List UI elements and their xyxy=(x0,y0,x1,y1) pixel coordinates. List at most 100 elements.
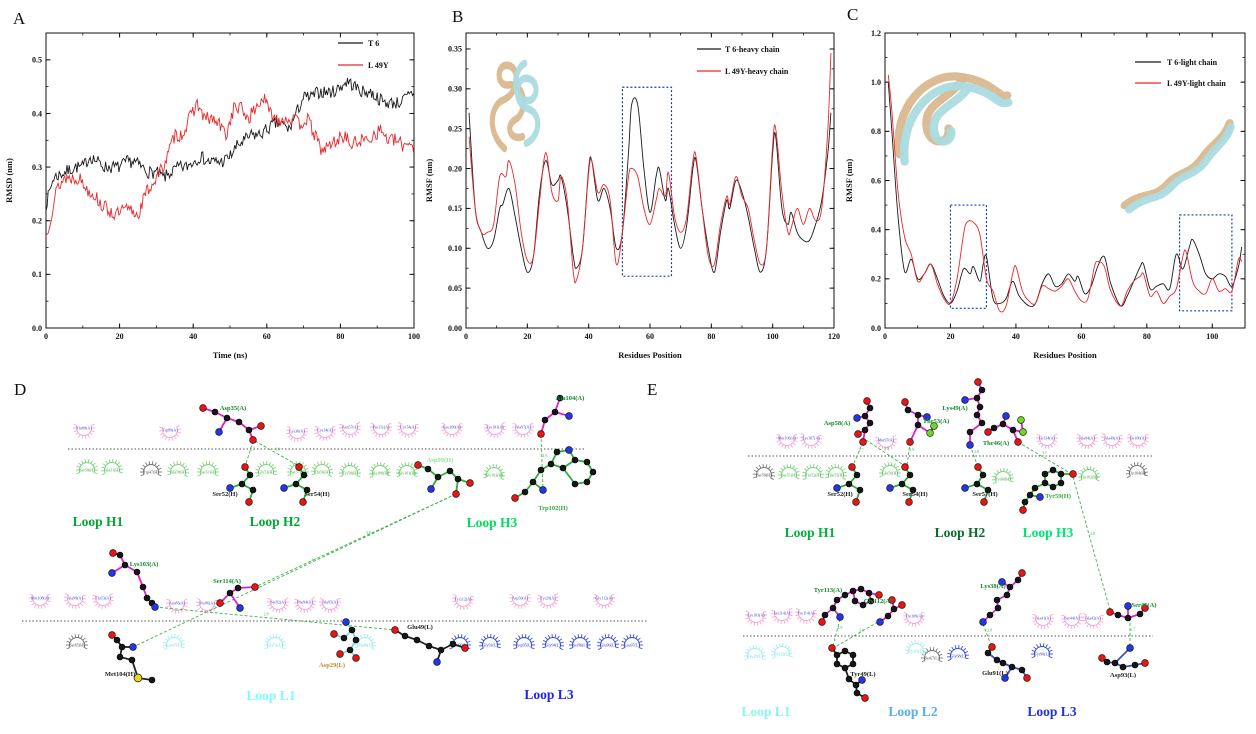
panel-letter-e: E xyxy=(647,380,658,399)
svg-text:0.5: 0.5 xyxy=(32,56,42,65)
svg-text:Ser44(A): Ser44(A) xyxy=(1065,616,1081,621)
svg-text:RMSF (nm): RMSF (nm) xyxy=(844,159,854,203)
svg-text:Time (ns): Time (ns) xyxy=(213,350,248,360)
svg-text:80: 80 xyxy=(707,332,715,341)
svg-text:0.10: 0.10 xyxy=(448,244,462,253)
svg-text:Met108(A): Met108(A) xyxy=(31,596,50,601)
svg-text:Pro86(A): Pro86(A) xyxy=(199,601,215,606)
svg-text:0.35: 0.35 xyxy=(448,45,462,54)
svg-text:3.0: 3.0 xyxy=(275,446,280,451)
svg-text:Ala100(H): Ala100(H) xyxy=(371,471,389,476)
svg-text:80: 80 xyxy=(336,332,344,341)
svg-text:Loop L1: Loop L1 xyxy=(246,688,295,703)
svg-text:Thr104(H): Thr104(H) xyxy=(1128,471,1146,476)
svg-text:0.8: 0.8 xyxy=(871,127,881,136)
svg-text:0.05: 0.05 xyxy=(448,284,462,293)
svg-text:2.8: 2.8 xyxy=(987,627,992,632)
svg-text:40: 40 xyxy=(189,332,197,341)
svg-text:100: 100 xyxy=(408,332,420,341)
svg-text:Gly102(H): Gly102(H) xyxy=(485,473,503,478)
svg-text:3.1: 3.1 xyxy=(311,557,316,562)
svg-text:Leu47(L): Leu47(L) xyxy=(166,643,182,648)
svg-text:Tyr91(L): Tyr91(L) xyxy=(909,649,924,654)
svg-text:2.9: 2.9 xyxy=(542,453,547,458)
svg-text:Asp99(H): Asp99(H) xyxy=(427,457,454,464)
panel-letter-b: B xyxy=(452,7,464,26)
svg-text:Thr88(A): Thr88(A) xyxy=(76,426,92,431)
svg-text:60: 60 xyxy=(263,332,271,341)
svg-text:2.8: 2.8 xyxy=(974,449,979,454)
svg-text:Met106(A): Met106(A) xyxy=(778,436,797,441)
svg-text:40: 40 xyxy=(585,332,593,341)
svg-text:Ser45(A): Ser45(A) xyxy=(1132,602,1157,609)
svg-text:Ala41(A): Ala41(A) xyxy=(1035,616,1051,621)
svg-text:Loop H3: Loop H3 xyxy=(467,515,518,530)
svg-text:0.2: 0.2 xyxy=(32,217,42,226)
svg-text:Tyr59(H): Tyr59(H) xyxy=(1045,493,1071,500)
svg-text:Lys38(A): Lys38(A) xyxy=(980,583,1005,590)
svg-text:Loop L3: Loop L3 xyxy=(1027,704,1076,719)
svg-text:Ala104(A): Ala104(A) xyxy=(556,395,585,402)
svg-text:RMSD (nm): RMSD (nm) xyxy=(4,158,14,203)
svg-text:Thr109(A): Thr109(A) xyxy=(905,614,923,619)
svg-text:Ser54(H): Ser54(H) xyxy=(902,491,927,498)
svg-text:2.8: 2.8 xyxy=(366,530,371,535)
svg-text:Cys34(A): Cys34(A) xyxy=(317,428,333,433)
svg-text:Ala42(A): Ala42(A) xyxy=(1085,616,1101,621)
rmsf-light-chain-chart: 0 20 40 60 80 100 0.0 0.2 0.4 0.6 0.8 1.0 1.2 Residue… xyxy=(844,29,1246,360)
svg-text:0.4: 0.4 xyxy=(32,109,42,118)
svg-text:2.8: 2.8 xyxy=(264,611,269,616)
svg-text:0.25: 0.25 xyxy=(448,124,462,133)
svg-text:Trp102(H): Trp102(H) xyxy=(538,505,568,512)
svg-text:Asp35(A): Asp35(A) xyxy=(220,405,246,412)
svg-text:Ala99(A): Ala99(A) xyxy=(67,596,83,601)
svg-text:Loop H2: Loop H2 xyxy=(935,525,986,540)
svg-text:L 49Y-heavy chain: L 49Y-heavy chain xyxy=(725,67,789,76)
svg-text:Phe94(A): Phe94(A) xyxy=(297,600,313,605)
svg-text:2.9: 2.9 xyxy=(837,625,842,630)
svg-text:Gly112(A): Gly112(A) xyxy=(595,596,613,601)
svg-text:60: 60 xyxy=(1077,332,1085,341)
svg-text:Ile134(A): Ile134(A) xyxy=(1039,436,1055,441)
svg-text:Tyr29(A): Tyr29(A) xyxy=(540,596,556,601)
svg-text:Thr52(H): Thr52(H) xyxy=(805,473,821,478)
svg-text:Ala51(H): Ala51(H) xyxy=(104,468,120,473)
svg-text:Lys103(A): Lys103(A) xyxy=(130,561,159,568)
svg-text:Ala58(H): Ala58(H) xyxy=(170,470,186,475)
svg-text:T 6-heavy chain: T 6-heavy chain xyxy=(725,45,780,54)
svg-text:Ser50(H): Ser50(H) xyxy=(757,473,773,478)
svg-text:Leu97(L): Leu97(L) xyxy=(624,643,640,648)
svg-text:Asn57(A): Asn57(A) xyxy=(342,425,359,430)
svg-text:Tyr90(L): Tyr90(L) xyxy=(1035,652,1050,657)
svg-text:2.9: 2.9 xyxy=(909,447,914,452)
svg-text:T 6-light chain: T 6-light chain xyxy=(1167,58,1218,67)
svg-text:0.20: 0.20 xyxy=(448,164,462,173)
svg-text:Asp50(A): Asp50(A) xyxy=(512,596,529,601)
svg-text:Gln56(H): Gln56(H) xyxy=(882,471,898,476)
svg-text:Lys103(A): Lys103(A) xyxy=(747,613,765,618)
svg-text:2.9: 2.9 xyxy=(1090,531,1095,536)
svg-text:40: 40 xyxy=(1012,332,1020,341)
svg-text:0.1: 0.1 xyxy=(32,270,42,279)
svg-text:Lys36(A): Lys36(A) xyxy=(289,429,305,434)
svg-text:Met97(A): Met97(A) xyxy=(878,438,895,443)
svg-text:Ser57(H): Ser57(H) xyxy=(291,470,307,475)
svg-text:Tyr113(A): Tyr113(A) xyxy=(814,587,842,594)
svg-text:Thr102(H): Thr102(H) xyxy=(1080,475,1098,480)
svg-text:Gly53(H): Gly53(H) xyxy=(258,470,274,475)
svg-text:Asn85(A): Asn85(A) xyxy=(169,601,186,606)
svg-text:Loop H3: Loop H3 xyxy=(1023,525,1074,540)
svg-text:Glu96(L): Glu96(L) xyxy=(600,643,616,648)
svg-text:Ala94(A): Ala94(A) xyxy=(1079,436,1095,441)
svg-text:Ile100(A): Ile100(A) xyxy=(1130,436,1146,441)
svg-text:Pro114(A): Pro114(A) xyxy=(798,611,816,616)
svg-text:Gly51(L): Gly51(L) xyxy=(267,643,283,648)
svg-text:Gly91(L): Gly91(L) xyxy=(482,643,498,648)
svg-text:Asp93(L): Asp93(L) xyxy=(1110,672,1136,679)
svg-text:Pro111(A): Pro111(A) xyxy=(373,425,390,430)
svg-text:Gln55(H): Gln55(H) xyxy=(828,473,844,478)
svg-text:60: 60 xyxy=(646,332,654,341)
svg-text:Thr53(A): Thr53(A) xyxy=(923,418,949,425)
svg-text:Residues Position: Residues Position xyxy=(618,350,682,360)
